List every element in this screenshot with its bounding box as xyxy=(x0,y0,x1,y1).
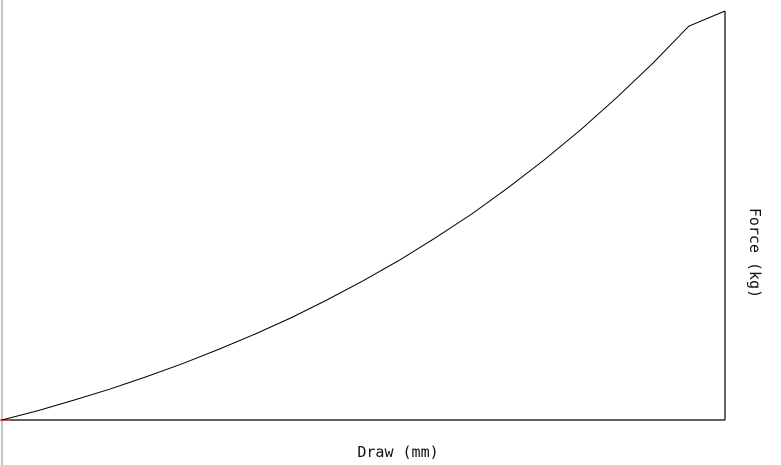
series-line xyxy=(1,10,726,421)
y-axis-title: Force (kg) xyxy=(746,208,764,298)
data-points xyxy=(1,10,726,421)
x-axis-title: Draw (mm) xyxy=(357,443,438,461)
